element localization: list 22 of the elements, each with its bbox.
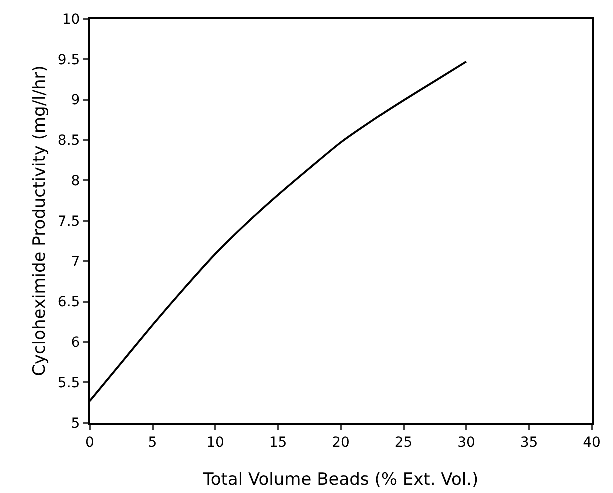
y-tick-label: 6.5 [58,294,80,311]
y-tick-label: 5.5 [58,376,80,392]
x-tick-label: 25 [394,434,413,451]
x-tick-label: 15 [269,434,288,451]
y-tick-label: 10 [62,12,80,28]
x-tick-label: 20 [332,434,350,451]
y-tick-label: 6 [71,335,80,352]
y-tick-label: 5 [71,416,80,432]
y-axis-title: Cycloheximide Productivity (mg/l/hr) [30,66,50,376]
x-tick-label: 40 [583,434,601,451]
x-axis-title: Total Volume Beads (% Ext. Vol.) [202,470,479,490]
y-tick-label: 8.5 [58,133,80,150]
y-tick-label: 7 [71,254,80,270]
x-tick-label: 35 [520,434,538,451]
x-tick-label: 0 [86,434,94,451]
x-tick-label: 30 [458,434,476,451]
y-tick-label: 8 [71,174,80,190]
x-tick-label: 10 [206,434,224,451]
y-tick-label: 7.5 [58,214,80,230]
x-tick-label: 5 [148,434,158,451]
y-tick-label: 9.5 [58,52,80,68]
y-tick-label: 9 [71,92,80,109]
